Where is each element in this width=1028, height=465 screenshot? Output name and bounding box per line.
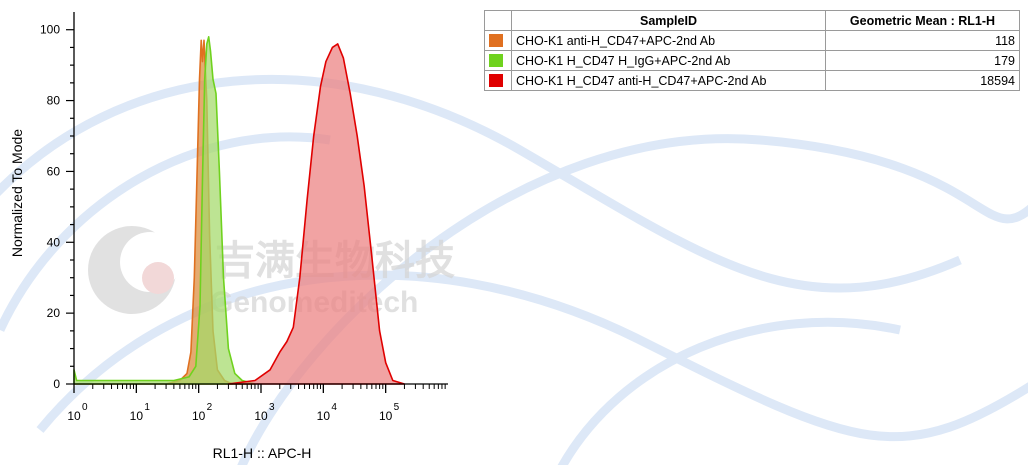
y-tick-label: 40 [47,235,61,249]
x-tick-exponent: 3 [269,402,275,413]
y-tick-label: 100 [40,23,60,37]
legend-header-row: SampleID Geometric Mean : RL1-H [484,10,1020,31]
series-layer [73,36,406,385]
legend-table: SampleID Geometric Mean : RL1-H CHO-K1 a… [484,10,1020,91]
legend-geometric-mean: 18594 [825,70,1020,91]
legend-table-container: SampleID Geometric Mean : RL1-H CHO-K1 a… [484,10,1020,91]
legend-swatch-cell [484,70,512,91]
x-axis-label: RL1-H :: APC-H [213,445,312,461]
legend-header-swatch [484,10,512,31]
legend-swatch-orange [489,34,503,47]
x-tick-exponent: 4 [331,402,337,413]
legend-sample-name: CHO-K1 H_CD47 anti-H_CD47+APC-2nd Ab [511,70,826,91]
x-tick-exponent: 0 [82,402,88,413]
x-tick-label: 10 [130,409,144,423]
y-tick-label: 80 [47,94,61,108]
watermark-logo-icon [88,226,180,314]
y-tick-label: 20 [47,306,61,320]
x-tick-label: 10 [192,409,206,423]
legend-geometric-mean: 118 [825,30,1020,51]
legend-header-sample: SampleID [511,10,826,31]
legend-swatch-green [489,54,503,67]
legend-sample-name: CHO-K1 anti-H_CD47+APC-2nd Ab [511,30,826,51]
legend-row: CHO-K1 anti-H_CD47+APC-2nd Ab 118 [484,30,1020,51]
series-area-green [73,36,256,385]
legend-header-value: Geometric Mean : RL1-H [825,10,1020,31]
y-tick-label: 0 [53,377,60,391]
x-tick-label: 10 [317,409,331,423]
x-tick-label: 10 [67,409,81,423]
legend-swatch-red [489,74,503,87]
legend-swatch-cell [484,30,512,51]
legend-row: CHO-K1 H_CD47 H_IgG+APC-2nd Ab 179 [484,50,1020,71]
legend-swatch-cell [484,50,512,71]
series-area-red [227,43,406,385]
legend-sample-name: CHO-K1 H_CD47 H_IgG+APC-2nd Ab [511,50,826,71]
legend-row: CHO-K1 H_CD47 anti-H_CD47+APC-2nd Ab 185… [484,70,1020,91]
x-tick-exponent: 1 [144,402,150,413]
x-tick-label: 10 [254,409,268,423]
y-axis-label: Normalized To Mode [9,129,25,257]
x-tick-exponent: 2 [207,402,213,413]
x-tick-label: 10 [379,409,393,423]
x-tick-exponent: 5 [394,402,400,413]
y-tick-label: 60 [47,164,61,178]
legend-geometric-mean: 179 [825,50,1020,71]
